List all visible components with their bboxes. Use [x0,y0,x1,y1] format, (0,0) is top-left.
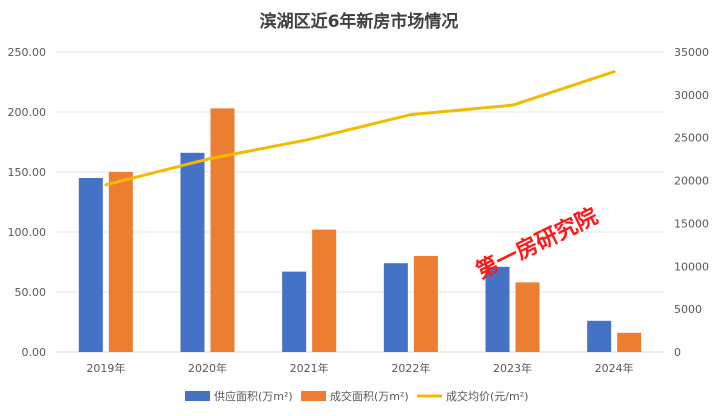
left-axis-ticks: 0.00 50.00 100.00 150.00 200.00 250.00 [8,46,47,359]
right-tick-label: 10000 [674,260,709,273]
bar-supply [180,152,205,352]
legend-label: 成交均价(元/m²) [446,389,528,403]
right-tick-label: 30000 [674,89,709,102]
bar-deal [515,282,540,352]
right-tick-label: 25000 [674,132,709,145]
right-axis-ticks: 0 5000 10000 15000 20000 25000 30000 35000 [674,46,709,359]
legend: 供应面积(万m²) 成交面积(万m²) 成交均价(元/m²) [185,389,528,403]
chart-title: 滨湖区近6年新房市场情况 [260,11,459,32]
bar-supply [78,178,103,352]
bar-supply [383,263,408,352]
bar-deal [210,108,235,353]
x-tick-label: 2022年 [391,361,430,375]
right-tick-label: 20000 [674,175,709,188]
right-tick-label: 5000 [674,303,702,316]
bars [78,108,642,353]
right-tick-label: 15000 [674,217,709,230]
bar-supply [282,271,307,352]
left-tick-label: 0.00 [22,346,47,359]
gridlines [55,51,665,353]
x-tick-label: 2024年 [595,361,634,375]
bar-supply [485,266,510,352]
bar-deal [617,332,642,352]
legend-label: 供应面积(万m²) [214,389,293,403]
x-tick-label: 2019年 [86,361,125,375]
watermark-text: 第一房研究院 [472,203,602,284]
right-tick-label: 0 [674,346,681,359]
right-tick-label: 35000 [674,46,709,59]
legend-label: 成交面积(万m²) [330,389,409,403]
x-tick-label: 2023年 [493,361,532,375]
legend-swatch [301,391,326,401]
price-line-path [104,70,616,187]
x-tick-label: 2020年 [188,361,227,375]
bar-supply [587,320,612,352]
x-tick-label: 2021年 [290,361,329,375]
x-axis-ticks: 2019年 2020年 2021年 2022年 2023年 2024年 [86,361,633,375]
bar-deal [413,256,438,352]
bar-deal [312,229,337,352]
left-tick-label: 250.00 [8,46,47,59]
price-line [104,70,616,187]
bar-deal [108,172,133,352]
left-tick-label: 150.00 [8,166,47,179]
left-tick-label: 200.00 [8,106,47,119]
left-tick-label: 100.00 [8,226,47,239]
legend-swatch [185,391,210,401]
left-tick-label: 50.00 [15,286,47,299]
